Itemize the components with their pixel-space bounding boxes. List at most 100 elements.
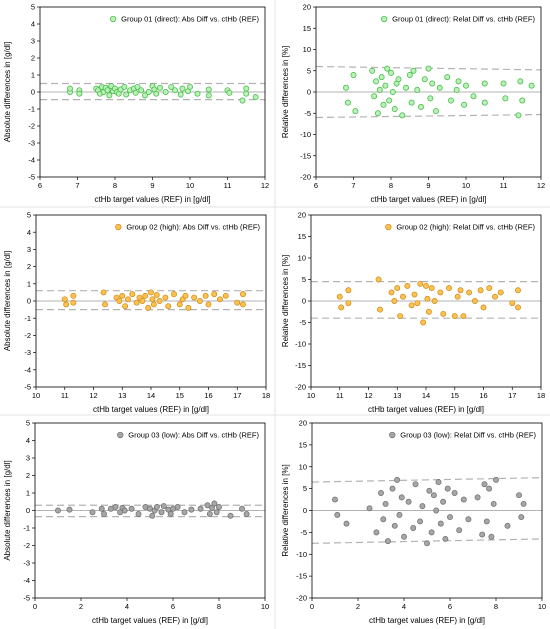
chart-5-x-tick-label: 0 — [33, 602, 37, 611]
chart-1-y-axis-label: Absolute differences in [g/dl] — [3, 42, 12, 142]
chart-5-point — [158, 509, 165, 516]
chart-6-point — [424, 540, 430, 547]
chart-5-point — [98, 505, 105, 512]
chart-4-point — [424, 295, 431, 302]
chart-5-point — [211, 500, 218, 507]
chart-6-point — [380, 516, 387, 523]
chart-5-y-tick-label: -3 — [23, 559, 30, 568]
chart-5-y-tick-label: -4 — [23, 576, 30, 585]
chart-2-point — [343, 84, 349, 91]
chart-6-point — [433, 507, 440, 514]
chart-6-point — [426, 487, 433, 494]
chart-6-point — [419, 503, 426, 510]
chart-2-point — [425, 65, 432, 72]
chart-4-point — [428, 285, 435, 292]
chart-5-point — [204, 502, 211, 509]
chart-2-y-tick-label: 5 — [307, 66, 311, 75]
chart-1-y-tick-label: -3 — [28, 139, 35, 148]
chart-2-point — [517, 78, 524, 85]
chart-2-point — [448, 97, 454, 104]
chart-1-x-tick-label: 11 — [224, 181, 232, 190]
chart-4-legend-label: Group 02 (high): Relat Diff vs. ctHb (RE… — [396, 223, 535, 232]
chart-5-y-tick-label: -5 — [23, 594, 30, 603]
chart-2-point — [528, 82, 535, 89]
chart-2-point — [444, 74, 451, 81]
chart-6-point — [481, 481, 488, 488]
chart-4-point — [338, 304, 345, 311]
chart-6-point — [516, 492, 522, 499]
chart-3-y-tick-label: 5 — [27, 211, 31, 220]
chart-4-x-tick-label: 17 — [508, 391, 516, 400]
chart-2-point — [373, 78, 379, 85]
chart-4-point — [477, 287, 484, 294]
chart-1-y-tick-label: -5 — [28, 173, 35, 182]
chart-6-point — [430, 492, 437, 499]
chart-5-point — [181, 509, 188, 516]
chart-3-point — [119, 292, 126, 299]
chart-1-point — [187, 83, 193, 90]
chart-2-point — [399, 112, 406, 119]
chart-6-point — [398, 494, 405, 501]
chart-3-point — [102, 301, 108, 308]
chart-2-point — [374, 110, 381, 117]
chart-1-point — [179, 85, 186, 92]
chart-2-point — [453, 86, 460, 93]
chart-5-y-tick-label: 2 — [26, 471, 30, 480]
chart-2-point — [344, 99, 351, 106]
chart-3-x-tick-label: 15 — [176, 391, 184, 400]
chart-2-point — [371, 93, 378, 100]
chart-5-point — [66, 506, 73, 513]
chart-6-y-tick-label: -20 — [296, 594, 307, 603]
chart-5-point — [160, 503, 167, 510]
chart-6-x-tick-label: 6 — [448, 602, 452, 611]
chart-1-point — [194, 90, 201, 97]
chart-5-x-tick-label: 2 — [79, 602, 83, 611]
chart-1-point — [177, 91, 184, 98]
chart-2-point — [500, 80, 507, 87]
chart-2-point — [376, 86, 383, 93]
chart-2-point — [427, 95, 434, 102]
chart-2-point — [384, 65, 391, 72]
chart-4-point — [457, 287, 464, 294]
chart-6-y-tick-label: 0 — [303, 506, 307, 515]
chart-3-point — [202, 292, 209, 299]
chart-6-point — [483, 518, 490, 525]
chart-6-point — [490, 500, 497, 507]
chart-5-x-tick-label: 4 — [125, 602, 129, 611]
chart-1-point — [106, 92, 113, 99]
chart-5-point — [239, 505, 245, 512]
chart-3-y-tick-label: 1 — [27, 279, 31, 288]
chart-6-point — [401, 533, 407, 540]
chart-1-y-tick-label: 5 — [31, 3, 35, 12]
chart-5-x-tick-label: 10 — [261, 602, 269, 611]
chart-6-point — [474, 494, 481, 501]
chart-1-point — [142, 92, 148, 99]
chart-1-point — [138, 87, 145, 94]
chart-1-x-axis-label: ctHb target values (REF) in [g/dl] — [94, 195, 210, 204]
chart-2-point — [395, 76, 402, 83]
chart-1-point — [243, 85, 250, 92]
chart-5-point — [216, 504, 222, 510]
chart-1-x-tick-label: 9 — [150, 181, 154, 190]
chart-6-point — [440, 498, 447, 505]
chart-6-point — [391, 522, 398, 529]
chart-6-x-tick-label: 8 — [494, 602, 498, 611]
chart-3-point — [70, 292, 77, 299]
chart-3-point — [153, 292, 160, 298]
chart-4-x-tick-label: 10 — [307, 391, 315, 400]
chart-3-point — [185, 304, 192, 311]
chart-4-point — [417, 280, 424, 287]
chart-2-x-axis-label: ctHb target values (REF) in [g/dl] — [370, 195, 486, 204]
chart-2-point — [408, 99, 415, 106]
chart-5-point — [101, 511, 107, 517]
chart-4-x-tick-label: 15 — [451, 391, 459, 400]
chart-2-x-tick-label: 10 — [462, 181, 470, 190]
chart-5-legend-marker — [117, 431, 124, 439]
chart-3-y-tick-label: -3 — [24, 348, 31, 357]
chart-6-y-tick-label: 20 — [299, 419, 307, 428]
chart-6-point — [460, 496, 467, 503]
chart-4-y-tick-label: -20 — [295, 383, 306, 392]
chart-1-y-tick-label: 1 — [31, 71, 35, 80]
